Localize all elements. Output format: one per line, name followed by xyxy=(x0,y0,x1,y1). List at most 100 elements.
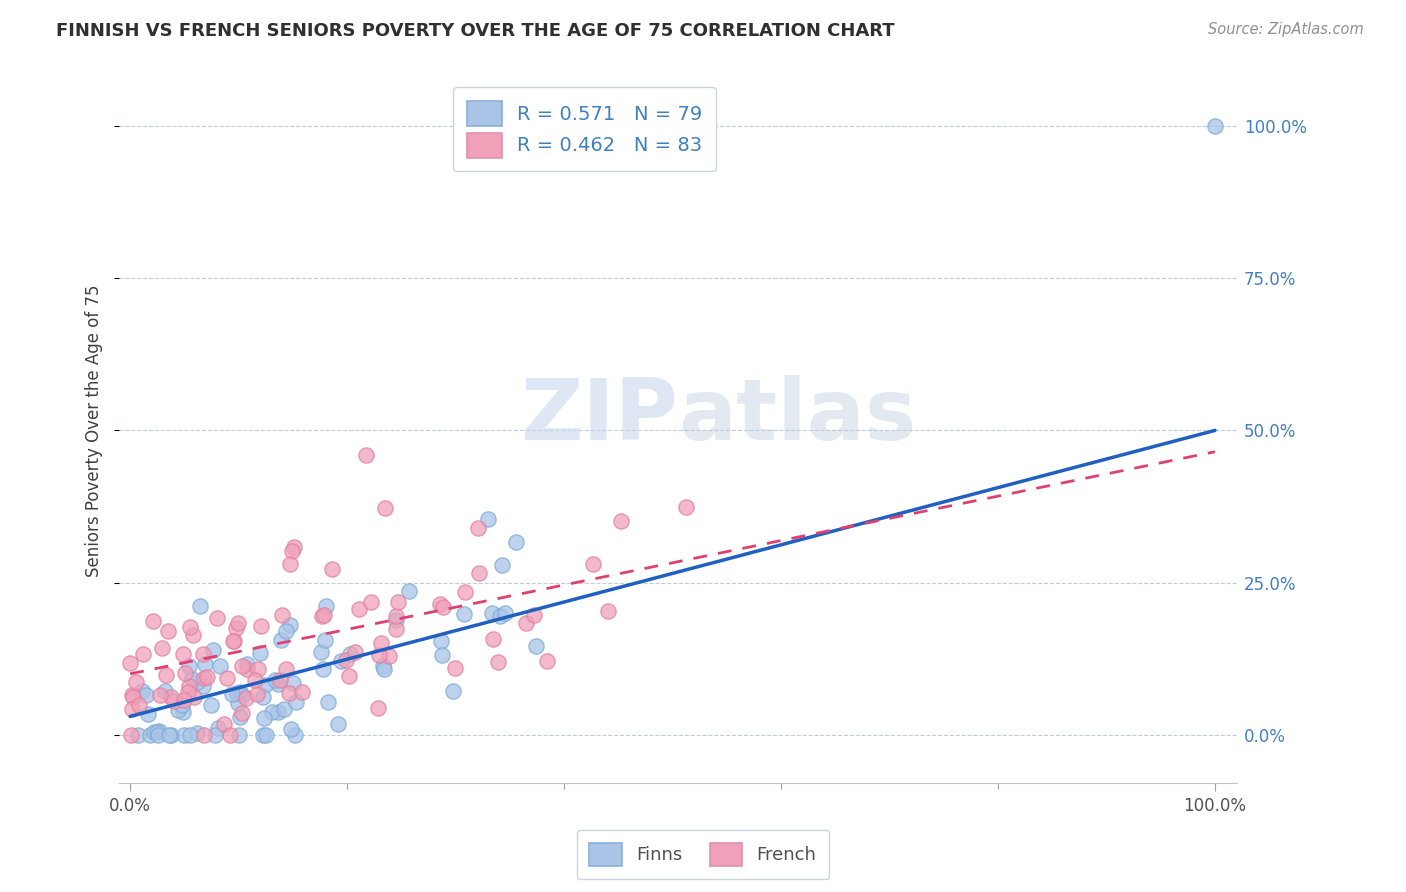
Point xyxy=(269,673,291,687)
Point xyxy=(135,688,157,702)
Point xyxy=(121,702,143,716)
Text: FINNISH VS FRENCH SENIORS POVERTY OVER THE AGE OF 75 CORRELATION CHART: FINNISH VS FRENCH SENIORS POVERTY OVER T… xyxy=(56,22,894,40)
Point xyxy=(253,711,276,725)
Point xyxy=(430,648,453,662)
Point xyxy=(444,661,467,675)
Point xyxy=(162,694,184,708)
Point xyxy=(467,521,489,535)
Point xyxy=(276,662,298,676)
Point xyxy=(246,687,269,701)
Point xyxy=(167,703,190,717)
Point xyxy=(315,599,337,613)
Point xyxy=(120,728,142,742)
Point xyxy=(505,535,527,549)
Point xyxy=(200,698,222,712)
Point xyxy=(398,584,420,599)
Point xyxy=(120,656,142,670)
Point xyxy=(173,692,195,706)
Point xyxy=(270,607,292,622)
Point xyxy=(172,647,194,661)
Point xyxy=(312,662,335,676)
Point xyxy=(228,685,250,699)
Point xyxy=(177,679,200,693)
Point xyxy=(150,640,173,655)
Point xyxy=(124,675,146,690)
Point xyxy=(145,724,167,739)
Point xyxy=(207,721,229,735)
Point xyxy=(270,633,292,648)
Point xyxy=(374,500,396,515)
Point xyxy=(349,601,371,615)
Text: ZIP: ZIP xyxy=(520,375,678,458)
Point xyxy=(316,695,339,709)
Point xyxy=(273,701,295,715)
Point xyxy=(335,653,357,667)
Text: atlas: atlas xyxy=(678,375,917,458)
Point xyxy=(488,655,510,669)
Point xyxy=(193,647,215,661)
Point xyxy=(121,688,143,702)
Point xyxy=(225,685,247,699)
Point xyxy=(160,690,183,704)
Point xyxy=(360,595,382,609)
Point xyxy=(177,685,200,699)
Point xyxy=(330,655,353,669)
Point xyxy=(481,607,503,621)
Point xyxy=(231,689,253,703)
Point xyxy=(250,619,273,633)
Point xyxy=(217,671,239,685)
Point xyxy=(131,684,153,698)
Point xyxy=(174,666,197,681)
Point xyxy=(186,725,208,739)
Point xyxy=(156,624,179,639)
Point xyxy=(228,709,250,723)
Point xyxy=(477,512,499,526)
Point xyxy=(194,657,217,672)
Point xyxy=(373,658,395,673)
Point xyxy=(228,615,250,630)
Point xyxy=(385,608,408,623)
Point xyxy=(188,599,211,613)
Point xyxy=(143,725,166,739)
Point xyxy=(609,514,631,528)
Point xyxy=(222,633,245,648)
Point xyxy=(142,614,165,628)
Point xyxy=(235,691,257,706)
Point xyxy=(172,705,194,719)
Point xyxy=(146,728,169,742)
Point xyxy=(231,706,253,720)
Point xyxy=(343,645,366,659)
Point xyxy=(264,673,287,688)
Point xyxy=(245,673,267,687)
Point xyxy=(523,607,546,622)
Point xyxy=(385,623,408,637)
Point xyxy=(183,690,205,704)
Point xyxy=(226,696,249,710)
Y-axis label: Seniors Poverty Over the Age of 75: Seniors Poverty Over the Age of 75 xyxy=(86,285,103,576)
Point xyxy=(254,678,277,692)
Point xyxy=(149,688,172,702)
Point xyxy=(491,558,513,573)
Point xyxy=(252,690,274,705)
Point xyxy=(339,647,361,661)
Point xyxy=(254,728,277,742)
Point xyxy=(432,599,454,614)
Point xyxy=(186,674,208,689)
Point xyxy=(373,662,395,676)
Point xyxy=(267,676,290,690)
Point xyxy=(252,728,274,742)
Point xyxy=(536,654,558,668)
Point xyxy=(219,728,242,742)
Point xyxy=(208,658,231,673)
Point xyxy=(179,728,201,742)
Point xyxy=(278,558,301,572)
Point xyxy=(157,728,180,742)
Point xyxy=(127,728,149,742)
Point xyxy=(354,448,377,462)
Point xyxy=(222,633,245,648)
Point xyxy=(524,639,547,653)
Point xyxy=(675,500,697,515)
Point xyxy=(181,628,204,642)
Point xyxy=(314,633,336,648)
Legend: Finns, French: Finns, French xyxy=(576,830,830,879)
